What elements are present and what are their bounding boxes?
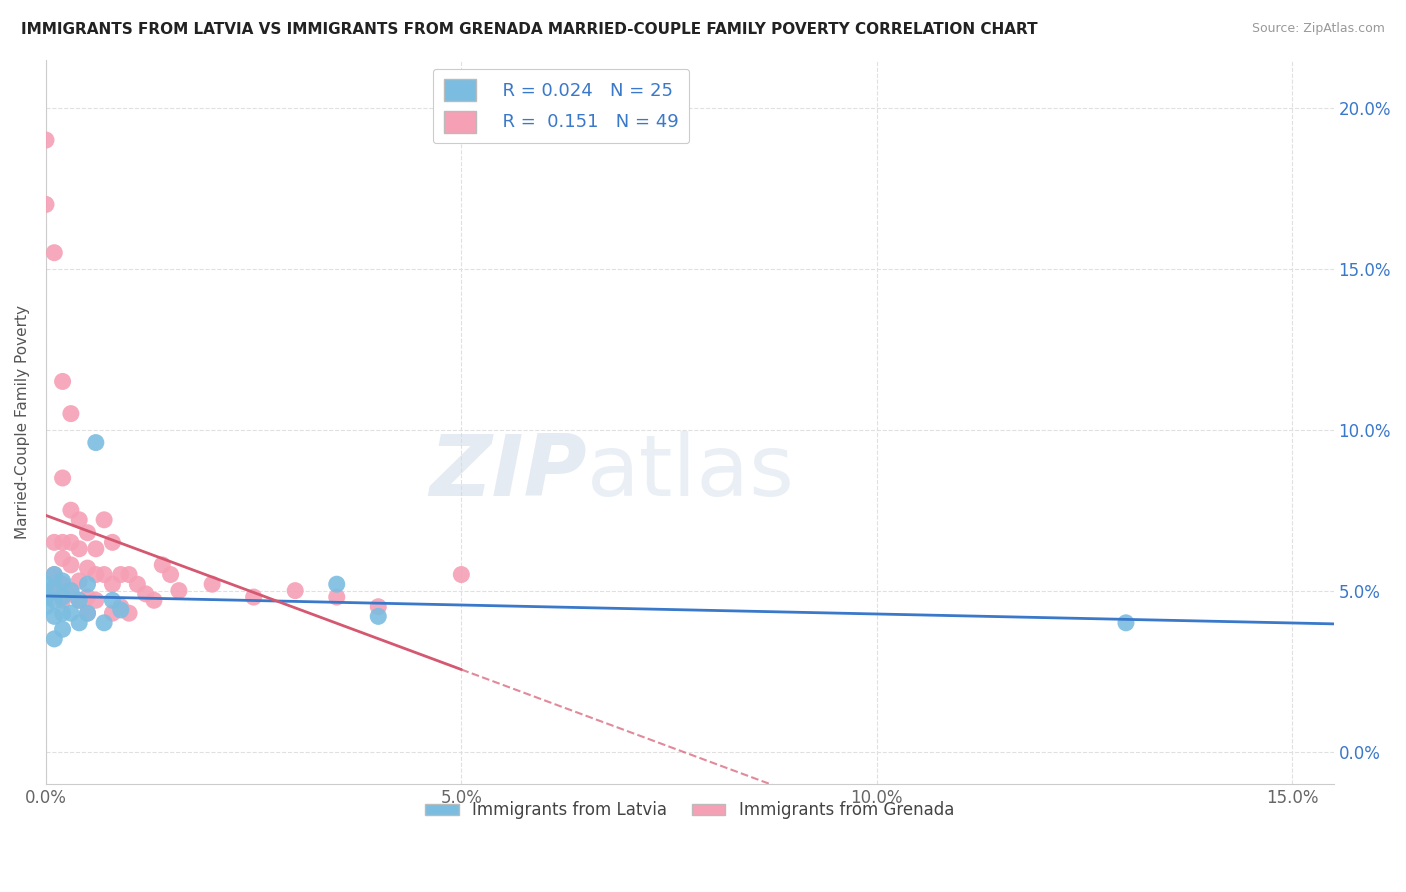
Point — [284, 583, 307, 598]
Point — [35, 197, 58, 211]
Point — [52, 375, 75, 389]
Point — [52, 535, 75, 549]
Point — [52, 622, 75, 636]
Point — [84, 593, 107, 607]
Y-axis label: Married-Couple Family Poverty: Married-Couple Family Poverty — [15, 305, 30, 539]
Point — [67, 513, 90, 527]
Point — [59, 558, 82, 572]
Point — [101, 593, 124, 607]
Point — [127, 577, 149, 591]
Point — [44, 609, 66, 624]
Point — [167, 583, 190, 598]
Point — [101, 535, 124, 549]
Point — [52, 590, 75, 604]
Point — [35, 133, 58, 147]
Point — [44, 581, 66, 595]
Point — [59, 535, 82, 549]
Point — [93, 615, 115, 630]
Point — [325, 590, 347, 604]
Point — [67, 615, 90, 630]
Point — [67, 593, 90, 607]
Point — [44, 567, 66, 582]
Point — [52, 551, 75, 566]
Point — [44, 567, 66, 582]
Point — [159, 567, 181, 582]
Point — [84, 435, 107, 450]
Text: ZIP: ZIP — [429, 431, 586, 514]
Point — [44, 535, 66, 549]
Point — [52, 606, 75, 620]
Point — [1115, 615, 1137, 630]
Point — [52, 471, 75, 485]
Point — [67, 574, 90, 588]
Point — [35, 577, 58, 591]
Point — [110, 599, 132, 614]
Point — [52, 574, 75, 588]
Point — [325, 577, 347, 591]
Point — [367, 609, 389, 624]
Point — [59, 583, 82, 598]
Point — [67, 541, 90, 556]
Point — [110, 603, 132, 617]
Point — [450, 567, 472, 582]
Point — [118, 567, 141, 582]
Point — [118, 606, 141, 620]
Point — [150, 558, 173, 572]
Point — [101, 577, 124, 591]
Point — [76, 525, 98, 540]
Point — [59, 606, 82, 620]
Point — [110, 567, 132, 582]
Point — [242, 590, 264, 604]
Point — [67, 593, 90, 607]
Point — [101, 606, 124, 620]
Text: atlas: atlas — [586, 431, 794, 514]
Point — [76, 561, 98, 575]
Point — [76, 590, 98, 604]
Point — [59, 407, 82, 421]
Point — [44, 245, 66, 260]
Point — [135, 587, 157, 601]
Point — [84, 541, 107, 556]
Point — [93, 513, 115, 527]
Point — [44, 583, 66, 598]
Point — [76, 577, 98, 591]
Point — [367, 599, 389, 614]
Point — [201, 577, 224, 591]
Point — [143, 593, 166, 607]
Point — [84, 567, 107, 582]
Point — [35, 599, 58, 614]
Text: IMMIGRANTS FROM LATVIA VS IMMIGRANTS FROM GRENADA MARRIED-COUPLE FAMILY POVERTY : IMMIGRANTS FROM LATVIA VS IMMIGRANTS FRO… — [21, 22, 1038, 37]
Point — [52, 577, 75, 591]
Point — [59, 503, 82, 517]
Point — [44, 632, 66, 646]
Point — [59, 583, 82, 598]
Point — [35, 590, 58, 604]
Legend: Immigrants from Latvia, Immigrants from Grenada: Immigrants from Latvia, Immigrants from … — [419, 795, 960, 826]
Point — [52, 593, 75, 607]
Point — [76, 606, 98, 620]
Text: Source: ZipAtlas.com: Source: ZipAtlas.com — [1251, 22, 1385, 36]
Point — [44, 593, 66, 607]
Point — [76, 606, 98, 620]
Point — [93, 567, 115, 582]
